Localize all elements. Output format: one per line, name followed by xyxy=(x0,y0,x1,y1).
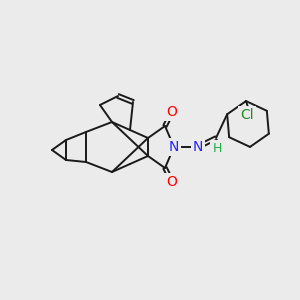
Text: Cl: Cl xyxy=(240,108,254,122)
Text: O: O xyxy=(167,175,177,189)
Text: N: N xyxy=(193,140,203,154)
Text: O: O xyxy=(167,105,177,119)
Text: N: N xyxy=(169,140,179,154)
Text: H: H xyxy=(212,142,222,155)
